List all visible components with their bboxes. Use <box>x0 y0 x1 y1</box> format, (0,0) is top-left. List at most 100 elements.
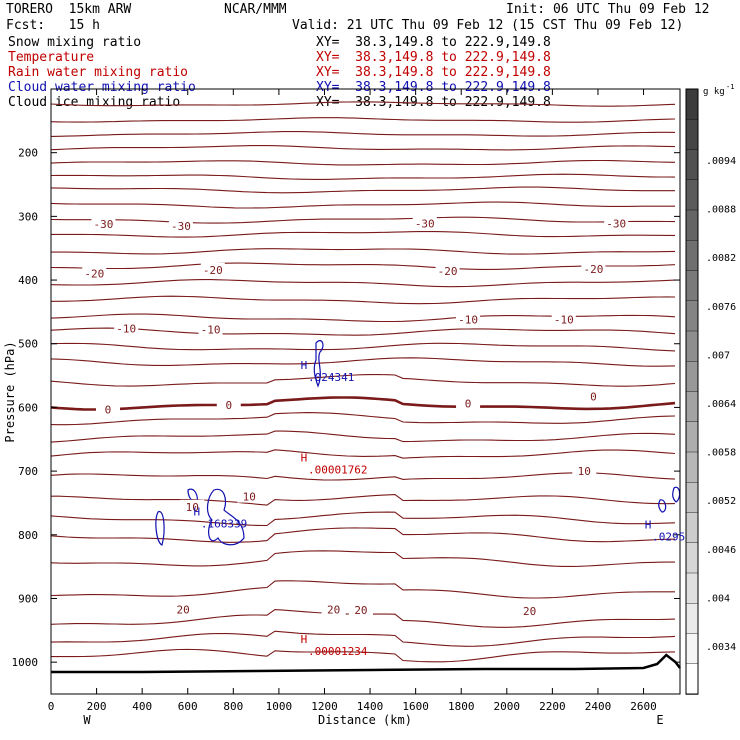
plot-frame <box>50 88 681 695</box>
contour-line <box>50 117 676 123</box>
temperature-contour-lines <box>50 101 676 663</box>
x-tick-label: 1600 <box>402 700 429 713</box>
colorbar-swatch <box>685 572 699 604</box>
contour-line <box>50 342 676 352</box>
colorbar-swatch <box>685 421 699 453</box>
colorbar-swatch <box>685 542 699 574</box>
x-axis-label: Distance (km) <box>318 713 412 727</box>
contour-line <box>50 159 676 166</box>
legend-snow: Snow mixing ratio <box>8 35 142 50</box>
cloud-water-contour <box>658 499 667 513</box>
y-tick-label: 200 <box>18 147 38 160</box>
contour-line <box>50 186 675 194</box>
contour-line <box>50 449 676 459</box>
y-tick-label: 900 <box>18 592 38 605</box>
contour-line <box>51 248 676 255</box>
legend-cloud-ice-xy: XY= 38.3,149.8 to 222.9,149.8 <box>316 95 551 110</box>
colorbar-units: g kg <box>703 87 725 97</box>
contour-line <box>51 648 676 663</box>
colorbar-tick-label: .0082 <box>706 253 736 264</box>
contour-label: 10 <box>243 491 256 504</box>
contour-line <box>51 295 676 305</box>
contour-label-bg <box>604 216 629 230</box>
terrain-line <box>51 653 681 674</box>
legend-rain: Rain water mixing ratio <box>8 65 189 80</box>
max-marker: H <box>301 359 308 372</box>
legend-snow-xy: XY= 38.3,149.8 to 222.9,149.8 <box>316 35 551 50</box>
colorbar-swatch <box>685 119 699 151</box>
colorbar-swatch <box>685 149 699 181</box>
max-value: .024341 <box>308 371 354 384</box>
y-tick-label: 600 <box>18 401 38 414</box>
x-tick-label: 600 <box>178 700 198 713</box>
colorbar-units-exponent: -1 <box>726 83 734 91</box>
colorbar-tick-label: .0088 <box>706 205 736 216</box>
contour-line <box>50 145 676 151</box>
contour-label-bg <box>216 397 241 411</box>
contour-line <box>50 580 675 599</box>
contour-label: 10 <box>578 465 591 478</box>
legend-cloud-water-xy: XY= 38.3,149.8 to 222.9,149.8 <box>316 80 551 95</box>
x-tick-label: 1200 <box>311 700 338 713</box>
legend-temperature-xy: XY= 38.3,149.8 to 222.9,149.8 <box>316 50 551 65</box>
center-label: NCAR/MMM <box>224 2 287 17</box>
colorbar-tick-label: .0076 <box>706 302 736 313</box>
colorbar-swatch <box>685 603 699 635</box>
colorbar-swatch <box>685 482 699 514</box>
max-value: .168339 <box>201 518 247 531</box>
contour-label-bg <box>321 602 346 616</box>
colorbar-swatch <box>685 633 699 665</box>
contour-line <box>51 494 676 506</box>
contour-line <box>50 216 676 224</box>
contour-label: -30 <box>93 218 113 231</box>
contour-label-bg <box>412 216 437 230</box>
x-tick-label: 1000 <box>266 700 293 713</box>
colorbar-swatch <box>685 391 699 423</box>
x-tick-label: 2400 <box>585 700 612 713</box>
contour-label-bg <box>572 464 597 478</box>
contour-label: -10 <box>554 314 574 327</box>
contour-label: -20 <box>203 264 223 277</box>
y-tick-label: 1000 <box>12 656 39 669</box>
colorbar-swatch <box>685 240 699 272</box>
contour-label: -20 <box>583 263 603 276</box>
contour-label-bg <box>168 218 193 232</box>
contour-label: 0 <box>225 399 232 412</box>
contour-line <box>50 357 676 367</box>
contour-label-bg <box>517 604 542 618</box>
x-tick-label: 1400 <box>357 700 384 713</box>
contour-label-bg <box>198 322 223 336</box>
contour-line <box>50 374 676 387</box>
contour-label-bg <box>551 312 576 326</box>
contour-label-bg <box>237 489 262 503</box>
colorbar-swatch <box>685 179 699 211</box>
colorbar-frame <box>685 88 699 695</box>
contour-label-bg <box>82 266 107 280</box>
colorbar-tick-label: .0046 <box>706 545 736 556</box>
contour-label: -10 <box>116 322 136 335</box>
contour-line <box>50 313 676 323</box>
contour-label: 20 <box>177 603 190 616</box>
y-axis-label: Pressure (hPa) <box>3 341 17 442</box>
contour-label: -30 <box>415 217 435 230</box>
y-tick-label: 500 <box>18 338 38 351</box>
contour-line <box>50 412 676 426</box>
contour-label: -30 <box>171 220 191 233</box>
max-value: .00001234 <box>308 645 368 658</box>
colorbar-swatch <box>685 451 699 483</box>
contour-line <box>51 230 675 238</box>
cloud-water-contour <box>313 340 324 388</box>
forecast-hour: Fcst: 15 h <box>6 18 100 33</box>
contour-label-bg <box>180 499 205 513</box>
contour-line <box>50 430 676 443</box>
colorbar-swatch <box>685 300 699 332</box>
contour-line <box>50 327 676 336</box>
contour-label-bg <box>456 396 481 410</box>
x-tick-label: 2000 <box>494 700 521 713</box>
max-marker: H <box>194 506 201 519</box>
x-tick-label: 200 <box>87 700 107 713</box>
contour-line <box>50 131 676 137</box>
cloud-water-contours <box>155 340 681 546</box>
east-label: E <box>656 713 663 727</box>
